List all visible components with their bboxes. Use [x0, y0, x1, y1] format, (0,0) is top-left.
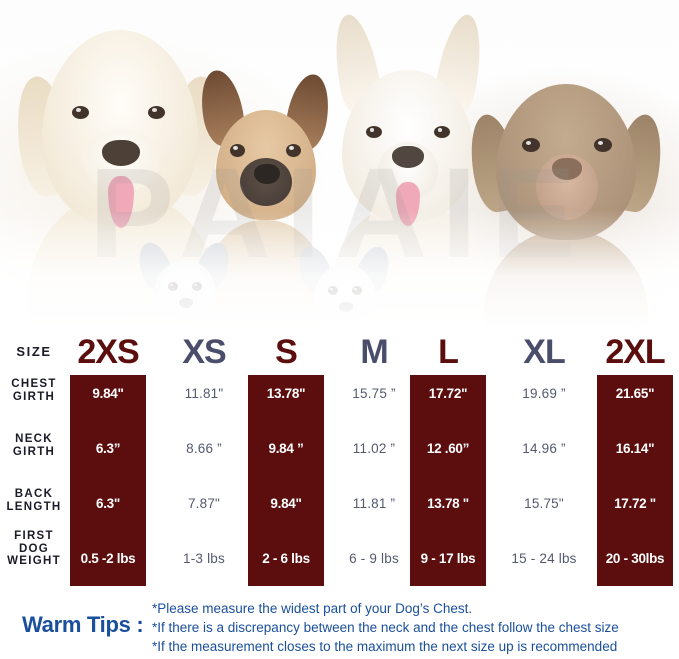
- cell-2xl-back-length: 17.72 ": [614, 496, 656, 511]
- row-label-chest-girth: CHEST GIRTH: [11, 378, 57, 403]
- size-header-l[interactable]: L: [438, 333, 459, 371]
- warm-tip-line-3: *If the measurement closes to the maximu…: [152, 639, 618, 654]
- cell-xs-first-dog-weight: 1-3 lbs: [183, 551, 225, 566]
- cell-m-first-dog-weight: 6 - 9 lbs: [349, 551, 399, 566]
- cell-m-neck-girth: 11.02 ”: [352, 441, 396, 456]
- cell-l-chest-girth: 17.72": [428, 386, 468, 401]
- cell-xl-chest-girth: 19.69 ”: [522, 386, 566, 401]
- cell-2xs-first-dog-weight: 0.5 -2 lbs: [80, 551, 136, 566]
- cell-xs-neck-girth: 8.66 ”: [186, 441, 222, 456]
- cell-2xs-chest-girth: 9.84": [92, 386, 124, 401]
- size-header-s[interactable]: S: [275, 333, 298, 371]
- cell-s-neck-girth: 9.84 ”: [268, 441, 304, 456]
- cell-xs-back-length: 7.87": [187, 496, 221, 511]
- size-header-xs[interactable]: XS: [182, 333, 226, 371]
- banner-bottom-fade: [0, 210, 679, 330]
- size-header-m[interactable]: M: [360, 333, 388, 371]
- cell-l-back-length: 13.78 ": [427, 496, 469, 511]
- cell-2xs-back-length: 6.3": [96, 496, 120, 511]
- warm-tip-line-1: *Please measure the widest part of your …: [152, 601, 473, 616]
- cell-2xl-chest-girth: 21.65": [615, 386, 655, 401]
- row-label-back-length: BACK LENGTH: [6, 488, 62, 513]
- size-header-xl[interactable]: XL: [523, 333, 565, 371]
- cell-s-chest-girth: 13.78": [266, 386, 306, 401]
- cell-xl-neck-girth: 14.96 ”: [522, 441, 566, 456]
- row-label-neck-girth: NECK GIRTH: [12, 433, 56, 458]
- cell-2xl-first-dog-weight: 20 - 30lbs: [605, 551, 665, 566]
- cell-xl-back-length: 15.75": [524, 496, 564, 511]
- row-label-first-dog-weight: FIRST DOG WEIGHT: [7, 530, 61, 567]
- cell-2xl-neck-girth: 16.14": [615, 441, 655, 456]
- warm-tips-title: Warm Tips :: [22, 612, 144, 637]
- warm-tips-section: Warm Tips : *Please measure the widest p…: [0, 596, 679, 659]
- size-row-header: SIZE: [16, 344, 52, 359]
- warm-tip-line-2: *If there is a discrepancy between the n…: [152, 620, 619, 635]
- size-header-2xl[interactable]: 2XL: [605, 333, 665, 371]
- cell-l-neck-girth: 12 .60”: [426, 441, 470, 456]
- size-table: SIZE 2XS XS S M L XL 2XL CHEST GIRTH NECK GIRTH BA…: [0, 330, 679, 595]
- cell-m-chest-girth: 15.75 ”: [352, 386, 396, 401]
- cell-s-back-length: 9.84": [270, 496, 302, 511]
- dog-photo-banner: PAIAIE: [0, 0, 679, 330]
- cell-l-first-dog-weight: 9 - 17 lbs: [420, 551, 476, 566]
- cell-xl-first-dog-weight: 15 - 24 lbs: [511, 551, 577, 566]
- cell-s-first-dog-weight: 2 - 6 lbs: [262, 551, 310, 566]
- size-header-2xs[interactable]: 2XS: [77, 333, 139, 371]
- cell-2xs-neck-girth: 6.3”: [95, 441, 121, 456]
- highlight-band-l: [410, 375, 486, 586]
- highlight-band-s: [248, 375, 324, 586]
- warm-tips-lines: *Please measure the widest part of your …: [152, 599, 679, 656]
- highlight-band-2xs: [70, 375, 146, 586]
- cell-xs-chest-girth: 11.81": [184, 386, 224, 401]
- cell-m-back-length: 11.81 ”: [352, 496, 396, 511]
- highlight-band-2xl: [597, 375, 673, 586]
